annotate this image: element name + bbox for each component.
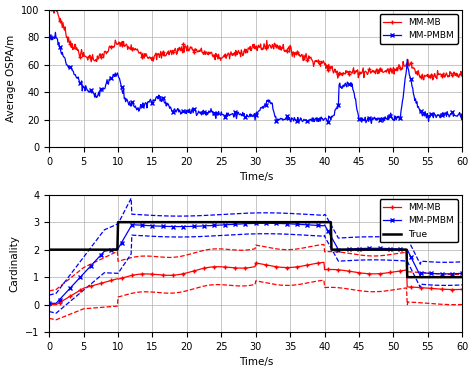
MM-PMBM xyxy=(377,117,383,122)
MM-MB xyxy=(46,303,52,307)
MM-PMBM xyxy=(73,75,79,79)
Y-axis label: Cardinality: Cardinality xyxy=(9,235,20,292)
MM-PMBM xyxy=(124,232,129,236)
True xyxy=(73,247,78,252)
X-axis label: Time/s: Time/s xyxy=(238,172,273,182)
MM-MB xyxy=(459,73,465,78)
MM-MB xyxy=(182,271,188,275)
MM-PMBM xyxy=(183,112,189,116)
MM-MB xyxy=(182,44,188,48)
MM-MB xyxy=(421,78,427,82)
True xyxy=(124,220,130,225)
MM-PMBM xyxy=(376,246,382,251)
MM-PMBM xyxy=(448,112,454,116)
MM-PMBM xyxy=(46,301,52,305)
MM-PMBM xyxy=(433,272,438,276)
MM-MB xyxy=(321,260,327,264)
MM-PMBM xyxy=(369,121,374,126)
True xyxy=(448,275,454,279)
Legend: MM-MB, MM-PMBM: MM-MB, MM-PMBM xyxy=(380,14,458,44)
MM-MB xyxy=(459,287,465,292)
MM-MB xyxy=(73,42,78,47)
True xyxy=(404,275,410,279)
MM-PMBM xyxy=(263,221,268,226)
Line: MM-PMBM: MM-PMBM xyxy=(47,30,465,126)
Line: True: True xyxy=(49,222,462,277)
MM-MB xyxy=(376,272,382,276)
MM-PMBM xyxy=(459,271,465,276)
MM-PMBM xyxy=(433,115,439,120)
Y-axis label: Average OSPA/m: Average OSPA/m xyxy=(6,35,16,122)
Line: MM-MB: MM-MB xyxy=(47,4,465,82)
MM-PMBM xyxy=(459,113,465,117)
MM-PMBM xyxy=(182,224,188,229)
MM-MB xyxy=(375,68,381,73)
MM-MB xyxy=(46,4,52,8)
Line: MM-MB: MM-MB xyxy=(47,260,465,307)
Line: MM-PMBM: MM-PMBM xyxy=(47,221,465,306)
MM-PMBM xyxy=(124,97,130,102)
Legend: MM-MB, MM-PMBM, True: MM-MB, MM-PMBM, True xyxy=(380,199,458,242)
True xyxy=(459,275,465,279)
MM-MB xyxy=(124,42,129,46)
MM-MB xyxy=(433,286,438,291)
MM-PMBM xyxy=(53,30,58,35)
MM-PMBM xyxy=(73,280,78,285)
MM-MB xyxy=(73,291,78,295)
True xyxy=(115,220,121,225)
True xyxy=(183,220,189,225)
MM-PMBM xyxy=(447,272,453,276)
MM-MB xyxy=(447,69,453,74)
X-axis label: Time/s: Time/s xyxy=(238,357,273,367)
True xyxy=(46,247,52,252)
True xyxy=(433,275,439,279)
MM-PMBM xyxy=(46,34,52,38)
MM-MB xyxy=(124,275,129,279)
True xyxy=(376,247,382,252)
MM-MB xyxy=(447,287,453,292)
MM-MB xyxy=(433,75,438,79)
